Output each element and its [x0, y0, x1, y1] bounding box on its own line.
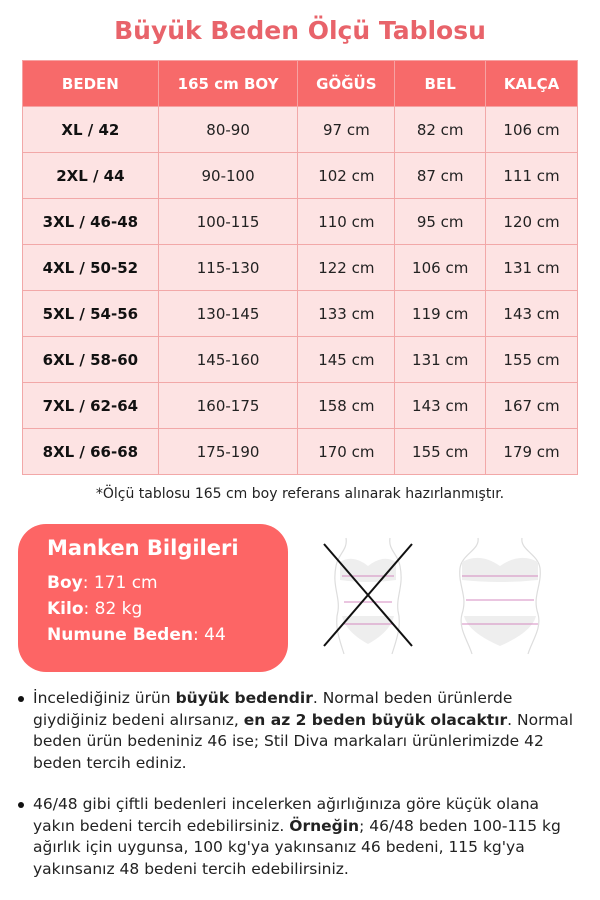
model-weight: Kilo: 82 kg: [47, 596, 288, 622]
cell-waist: 87 cm: [394, 152, 487, 199]
cell-waist: 95 cm: [394, 198, 487, 245]
bold-text: büyük bedendir: [175, 689, 313, 707]
header-boy: 165 cm BOY: [157, 60, 299, 107]
cell-hip: 179 cm: [485, 428, 578, 475]
cell-waist: 106 cm: [394, 244, 487, 291]
table-row: 3XL / 46-48 100-115 110 cm 95 cm 120 cm: [22, 198, 578, 245]
cell-waist: 155 cm: [394, 428, 487, 475]
cell-chest: 170 cm: [297, 428, 396, 475]
value: : 171 cm: [82, 573, 158, 593]
cell-height: 115-130: [157, 244, 299, 291]
model-info-card: Manken Bilgileri Boy: 171 cm Kilo: 82 kg…: [18, 524, 288, 672]
cell-size: XL / 42: [22, 106, 159, 153]
bullet-item: İncelediğiniz ürün büyük bedendir. Norma…: [14, 688, 584, 774]
cell-chest: 145 cm: [297, 336, 396, 383]
cell-size: 2XL / 44: [22, 152, 159, 199]
cell-height: 100-115: [157, 198, 299, 245]
cell-height: 90-100: [157, 152, 299, 199]
cell-height: 80-90: [157, 106, 299, 153]
cell-waist: 82 cm: [394, 106, 487, 153]
table-row: 4XL / 50-52 115-130 122 cm 106 cm 131 cm: [22, 244, 578, 291]
header-bel: BEL: [394, 60, 487, 107]
cell-waist: 131 cm: [394, 336, 487, 383]
cell-waist: 119 cm: [394, 290, 487, 337]
body-figure-correct-icon: [459, 537, 541, 655]
cell-chest: 97 cm: [297, 106, 396, 153]
cell-hip: 167 cm: [485, 382, 578, 429]
body-figure-wrong-icon: [323, 537, 413, 655]
cell-height: 130-145: [157, 290, 299, 337]
page-title: Büyük Beden Ölçü Tablosu: [114, 16, 486, 45]
table-row: 7XL / 62-64 160-175 158 cm 143 cm 167 cm: [22, 382, 578, 429]
header-gogus: GÖĞÜS: [297, 60, 396, 107]
label: Kilo: [47, 599, 84, 619]
cell-height: 160-175: [157, 382, 299, 429]
table-note: *Ölçü tablosu 165 cm boy referans alınar…: [95, 486, 505, 502]
cell-chest: 110 cm: [297, 198, 396, 245]
table-row: 8XL / 66-68 175-190 170 cm 155 cm 179 cm: [22, 428, 578, 475]
bold-text: Örneğin: [289, 816, 360, 835]
cell-size: 6XL / 58-60: [22, 336, 159, 383]
cell-size: 7XL / 62-64: [22, 382, 159, 429]
table-header-row: BEDEN 165 cm BOY GÖĞÜS BEL KALÇA: [22, 60, 578, 107]
cell-height: 175-190: [157, 428, 299, 475]
cell-hip: 111 cm: [485, 152, 578, 199]
value: : 44: [193, 625, 226, 645]
text: . Normal beden ürünlerde giydiğiniz bede…: [33, 689, 513, 729]
info-bullets: İncelediğiniz ürün büyük bedendir. Norma…: [14, 688, 584, 900]
cell-size: 3XL / 46-48: [22, 198, 159, 245]
model-info-title: Manken Bilgileri: [47, 536, 239, 560]
header-kalca: KALÇA: [485, 60, 578, 107]
cell-chest: 102 cm: [297, 152, 396, 199]
cell-hip: 131 cm: [485, 244, 578, 291]
cell-chest: 122 cm: [297, 244, 396, 291]
cell-chest: 158 cm: [297, 382, 396, 429]
cell-chest: 133 cm: [297, 290, 396, 337]
text: 46/48 gibi çiftli bedenleri incelerken a…: [33, 795, 540, 835]
cell-hip: 155 cm: [485, 336, 578, 383]
value: : 82 kg: [83, 599, 143, 619]
cell-hip: 106 cm: [485, 106, 578, 153]
cell-size: 4XL / 50-52: [22, 244, 159, 291]
table-row: 5XL / 54-56 130-145 133 cm 119 cm 143 cm: [22, 290, 578, 337]
text: ; 46/48 beden 100-115 kg ağırlık için uy…: [33, 816, 561, 878]
model-sample-size: Numune Beden: 44: [47, 622, 288, 648]
text: . Normal beden ürün bedeniniz 46 ise; St…: [33, 710, 574, 772]
cell-size: 5XL / 54-56: [22, 290, 159, 337]
cell-hip: 120 cm: [485, 198, 578, 245]
bold-text: en az 2 beden büyük olacaktır: [243, 710, 508, 729]
table-row: 2XL / 44 90-100 102 cm 87 cm 111 cm: [22, 152, 578, 199]
table-row: 6XL / 58-60 145-160 145 cm 131 cm 155 cm: [22, 336, 578, 383]
label: Numune Beden: [47, 625, 193, 645]
model-height: Boy: 171 cm: [47, 570, 288, 596]
cell-size: 8XL / 66-68: [22, 428, 159, 475]
header-beden: BEDEN: [22, 60, 159, 107]
size-table: BEDEN 165 cm BOY GÖĞÜS BEL KALÇA XL / 42…: [22, 60, 578, 475]
cell-hip: 143 cm: [485, 290, 578, 337]
cell-waist: 143 cm: [394, 382, 487, 429]
label: Boy: [47, 573, 83, 593]
bullet-item: 46/48 gibi çiftli bedenleri incelerken a…: [14, 794, 584, 880]
cell-height: 145-160: [157, 336, 299, 383]
text: İncelediğiniz ürün: [33, 689, 176, 707]
table-row: XL / 42 80-90 97 cm 82 cm 106 cm: [22, 106, 578, 153]
